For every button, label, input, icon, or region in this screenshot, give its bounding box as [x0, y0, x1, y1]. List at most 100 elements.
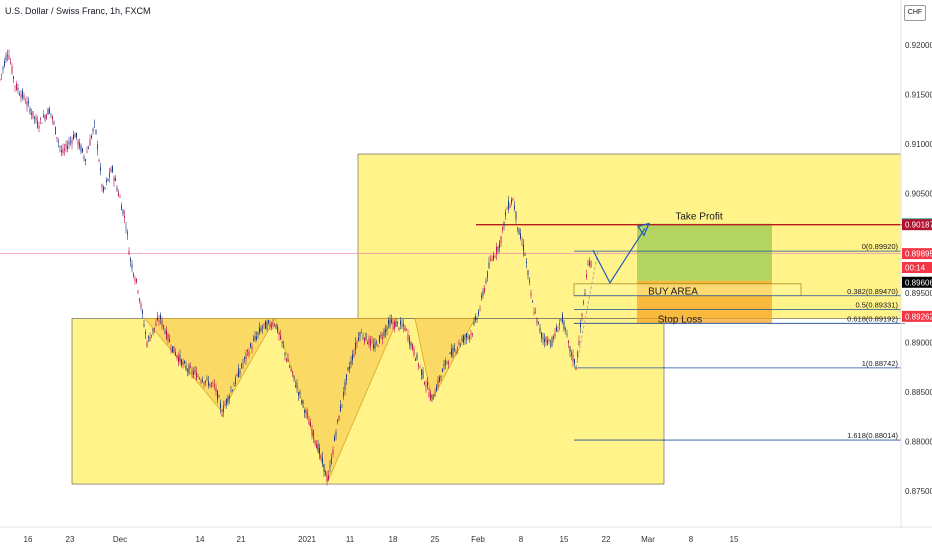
- time-axis-tick: 15: [560, 535, 569, 544]
- candle-body: [19, 93, 20, 96]
- candle-body: [329, 465, 331, 467]
- time-axis[interactable]: 16 23 Dec 14 21 2021 11 18 25 Feb 8 15 22 Mar 8 15: [0, 526, 932, 544]
- candle-body: [424, 382, 425, 385]
- candle-body: [415, 357, 416, 361]
- price-tag-badge: [902, 276, 932, 288]
- candle-body: [544, 338, 545, 342]
- candle-body: [40, 118, 41, 120]
- candle-body: [290, 369, 292, 371]
- candle-body: [472, 333, 473, 335]
- projection-path-arrow: [592, 228, 646, 285]
- candle-body: [524, 254, 526, 256]
- candle-body: [248, 351, 250, 356]
- candle-body: [460, 343, 461, 345]
- fibonacci-retracement[interactable]: 0(0.89920) 0.382(0.89470) 0.5(0.89331) 0.61…: [574, 242, 901, 441]
- price-tag-label: 0.89895: [905, 250, 932, 259]
- candle-body: [547, 339, 548, 346]
- candle-body: [302, 400, 304, 404]
- candle-body: [493, 255, 494, 260]
- chart-title: U.S. Dollar / Swiss Franc, 1h, FXCM: [5, 6, 151, 16]
- candle-body: [494, 255, 496, 257]
- candle-body: [209, 383, 211, 387]
- candle-body: [149, 336, 151, 341]
- candle-body: [298, 392, 299, 396]
- candle-body: [281, 341, 283, 343]
- candle-body: [128, 250, 130, 255]
- candle-body: [118, 192, 119, 196]
- candle-body: [461, 338, 463, 341]
- candle-body: [379, 335, 380, 343]
- candle-body: [46, 114, 47, 119]
- candle-body: [334, 436, 335, 442]
- candle-body: [464, 338, 466, 340]
- candle-body: [463, 336, 464, 343]
- candle-body: [11, 65, 13, 74]
- price-tag-badge: [902, 310, 932, 322]
- price-axis-tick: 0.87500: [905, 487, 932, 496]
- currency-button[interactable]: CHF: [904, 5, 926, 21]
- candle-body: [539, 327, 541, 332]
- candle-body: [164, 331, 166, 334]
- candle-body: [514, 205, 515, 210]
- candle-body: [392, 322, 394, 324]
- candle-body: [488, 262, 490, 268]
- candle-body: [130, 258, 131, 261]
- candle-body: [139, 298, 140, 302]
- time-axis-tick: 14: [196, 535, 205, 544]
- candle-body: [409, 336, 410, 345]
- candle-body: [104, 187, 106, 189]
- candle-body: [212, 382, 214, 384]
- candle-body: [151, 334, 152, 336]
- candle-body: [205, 380, 206, 383]
- candle-body: [578, 340, 580, 346]
- candle-body: [320, 455, 322, 458]
- candle-body: [404, 326, 406, 331]
- candle-body: [154, 327, 155, 329]
- candle-body: [532, 301, 533, 303]
- candle-body: [145, 331, 146, 334]
- candle-body: [506, 208, 508, 210]
- annotation-labels: Take Profit BUY AREA Stop Loss: [648, 212, 723, 326]
- candle-body: [76, 132, 77, 138]
- price-axis-tick: 0.91000: [905, 140, 932, 149]
- price-axis-tick: 0.92000: [905, 41, 932, 50]
- candle-body: [43, 114, 44, 118]
- time-axis-tick: Feb: [471, 535, 485, 544]
- candle-body: [517, 227, 518, 228]
- candle-body: [220, 403, 221, 409]
- candle-body: [491, 258, 493, 261]
- candle-body: [533, 312, 535, 314]
- candle-body: [49, 108, 50, 114]
- candle-body: [520, 233, 521, 239]
- candle-body: [391, 319, 392, 323]
- candle-body: [272, 322, 274, 327]
- candle-body: [250, 343, 251, 348]
- candle-body: [116, 187, 118, 191]
- candle-body: [556, 327, 557, 332]
- candle-body: [292, 371, 293, 374]
- candle-body: [353, 353, 355, 357]
- candle-body: [307, 413, 308, 415]
- price-axis[interactable]: 0.92000 0.91500 0.91000 0.90500 0.89500 0.890…: [900, 0, 932, 527]
- candle-body: [143, 324, 145, 327]
- candle-body: [121, 204, 122, 211]
- candle-body: [256, 336, 257, 340]
- candle-body: [202, 380, 203, 382]
- candle-body: [74, 133, 76, 138]
- candle-body: [352, 354, 353, 361]
- candle-body: [133, 273, 134, 277]
- candle-body: [277, 326, 278, 333]
- price-axis-tick: 0.88000: [905, 437, 932, 446]
- candle-body: [389, 319, 391, 327]
- candle-body: [311, 429, 313, 436]
- candle-body: [92, 128, 94, 132]
- candle-body: [2, 67, 4, 70]
- candle-body: [431, 394, 433, 398]
- candle-body: [166, 329, 167, 340]
- time-axis-tick: 25: [431, 535, 440, 544]
- candle-body: [203, 382, 205, 385]
- candle-body: [14, 85, 16, 87]
- candle-body: [583, 301, 584, 304]
- candle-body: [364, 338, 365, 343]
